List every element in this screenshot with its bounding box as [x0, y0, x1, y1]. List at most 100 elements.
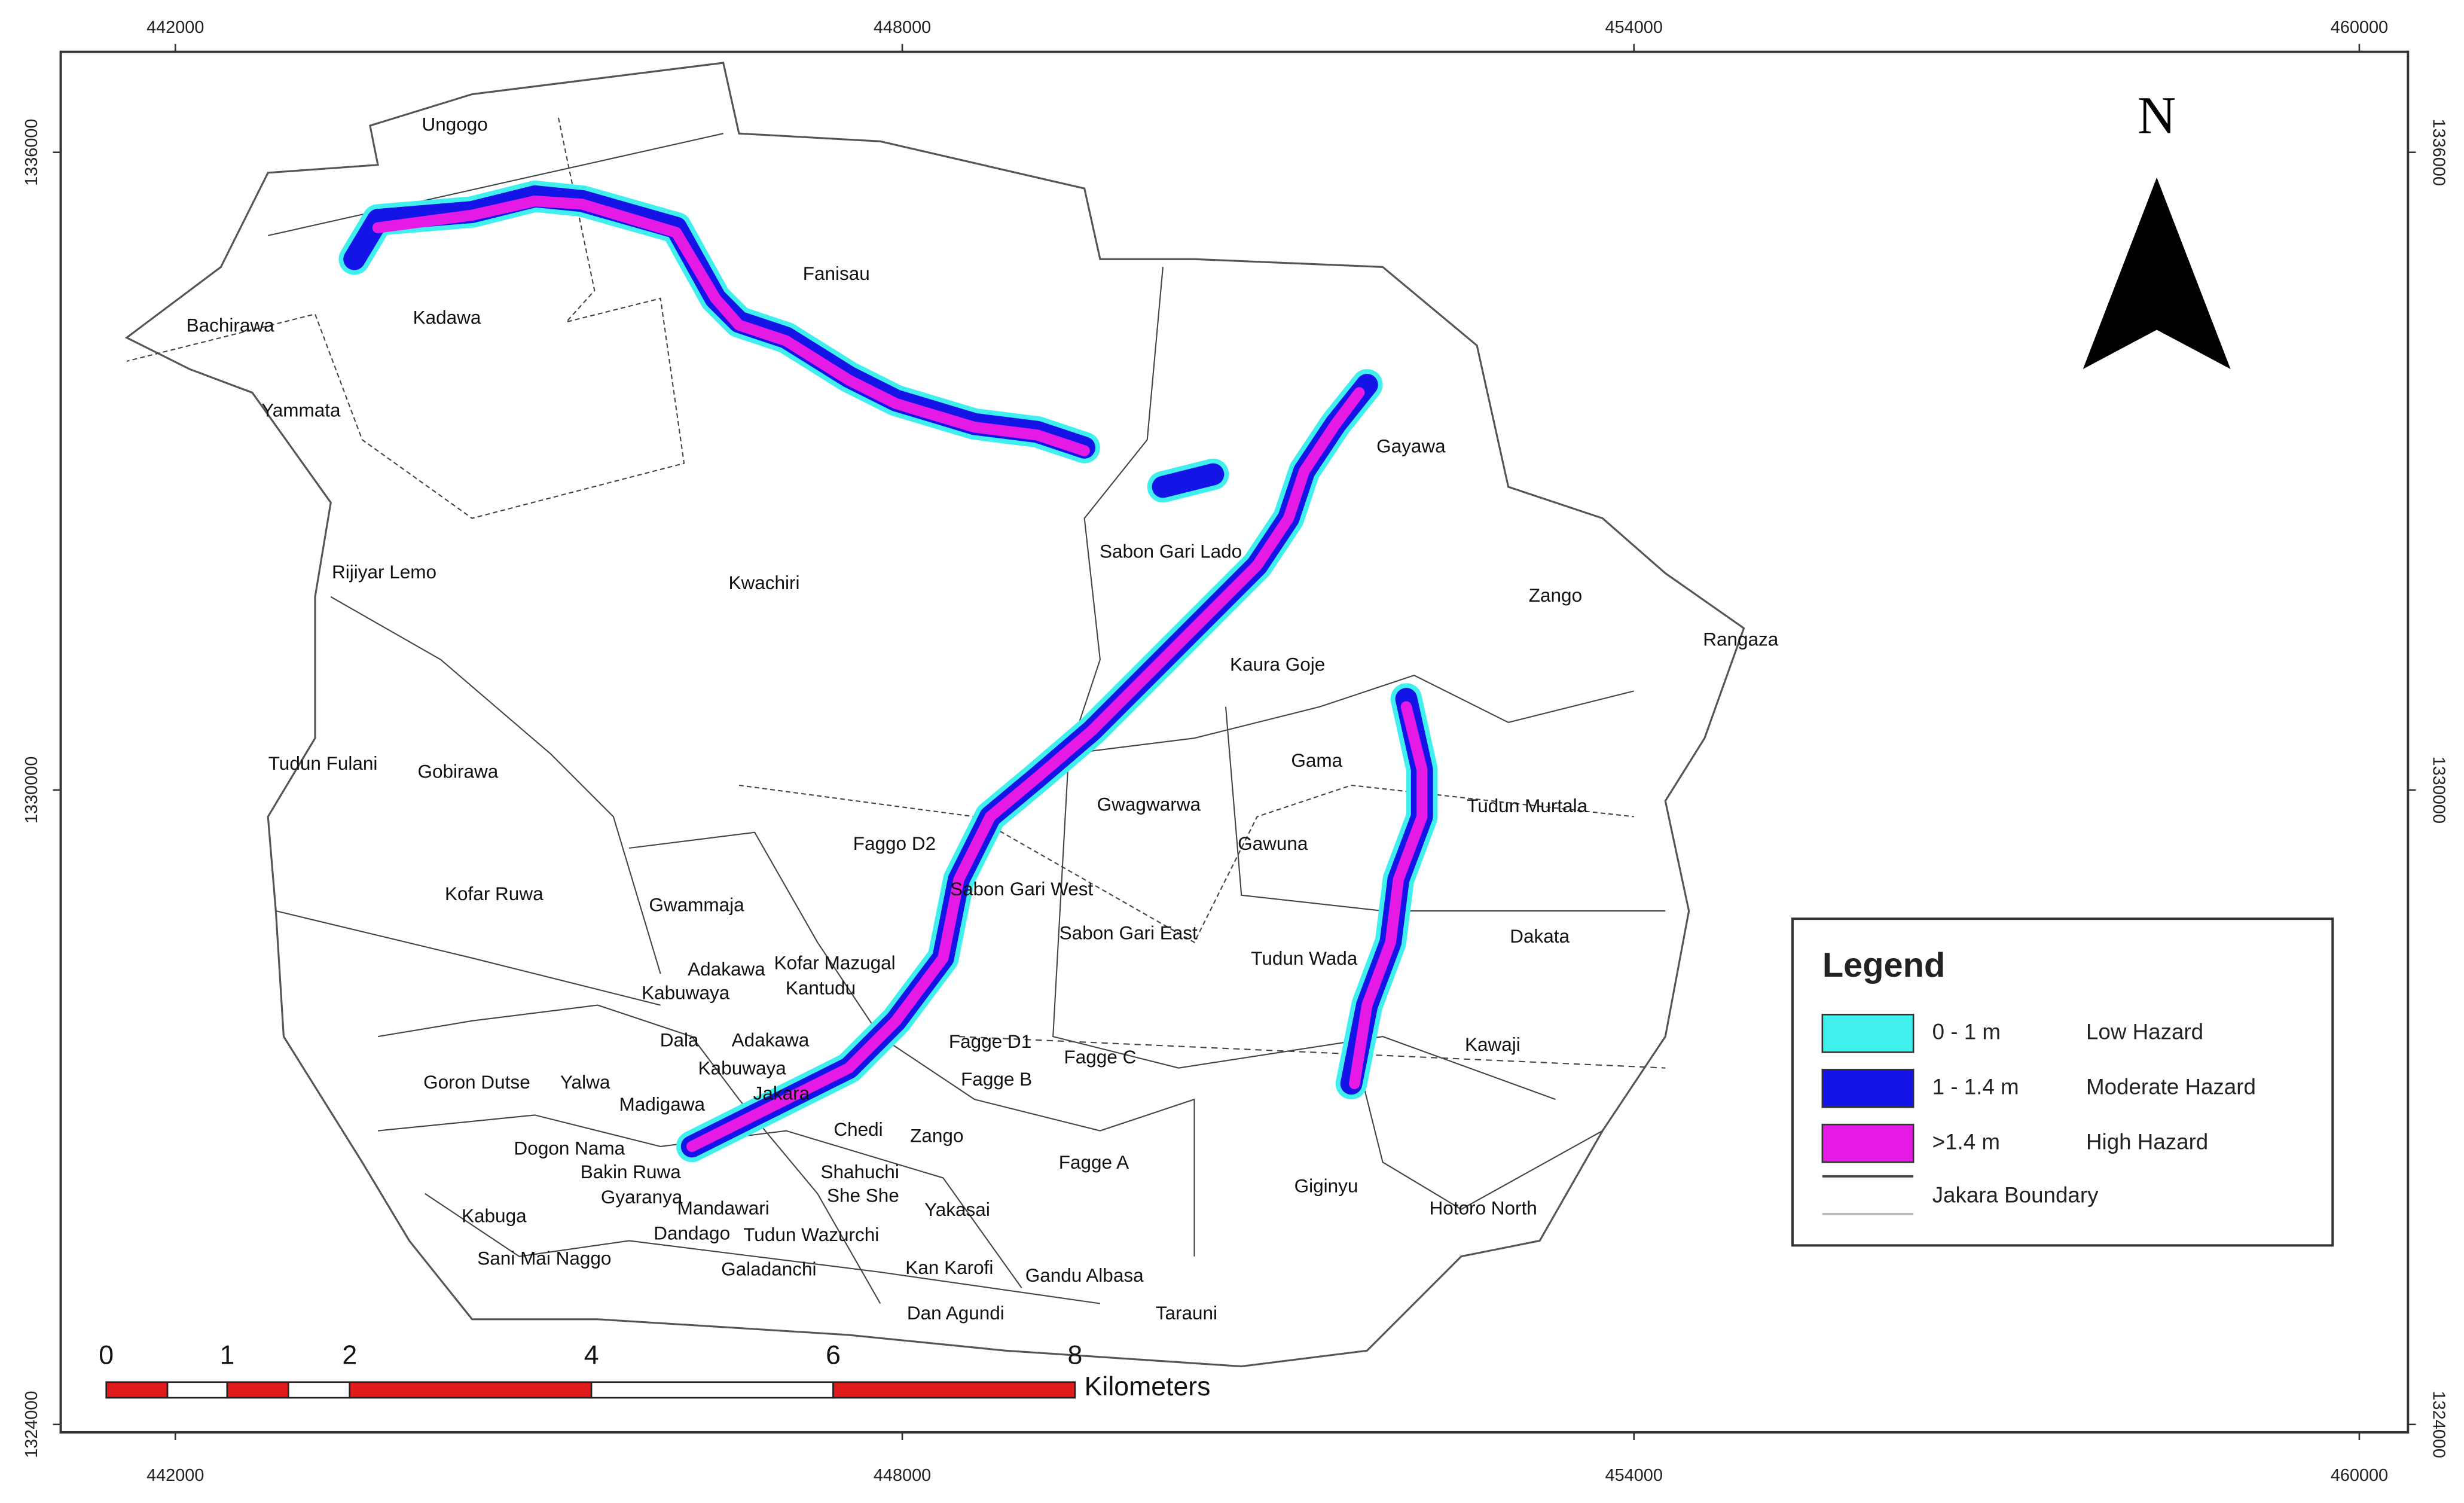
place-label: Fagge B [961, 1068, 1032, 1090]
place-label: Tarauni [1156, 1302, 1217, 1324]
legend-range: 1 - 1.4 m [1932, 1074, 2019, 1099]
place-label: Fanisau [803, 263, 870, 284]
place-label: Dan Agundi [907, 1302, 1004, 1324]
north-arrow: N [2083, 86, 2231, 370]
place-label: Dandago [654, 1222, 730, 1243]
x-coordinate-label: 448000 [874, 1466, 931, 1485]
x-coordinate-label: 442000 [146, 1466, 204, 1485]
legend-swatch [1821, 1123, 1915, 1163]
place-label: Kantudu [786, 977, 856, 999]
place-label: Mandawari [677, 1197, 770, 1218]
ward-boundaries [126, 117, 1666, 1304]
place-label: Zango [1529, 584, 1582, 606]
y-coordinate-label: 1336000 [2429, 119, 2448, 186]
place-label: Fagge A [1059, 1151, 1129, 1173]
legend: Legend 0 - 1 m Low Hazard 1 - 1.4 m Moderat… [1791, 917, 2334, 1247]
place-label: Ungogo [422, 113, 488, 135]
scale-segment [166, 1381, 228, 1399]
place-label: Yammata [261, 399, 341, 420]
x-coordinate-label: 454000 [1605, 18, 1663, 37]
flood-hazard [338, 180, 1438, 1163]
study-area-boundary [124, 62, 1745, 1368]
place-label: Kofar Ruwa [445, 883, 544, 904]
place-label: Yakasai [924, 1199, 990, 1220]
place-label: Chedi [833, 1118, 883, 1140]
place-label: Faggo D2 [853, 833, 936, 854]
y-coordinate-label: 1324000 [22, 1391, 41, 1458]
place-label: Kawaji [1465, 1033, 1520, 1055]
legend-range: 0 - 1 m [1932, 1020, 2001, 1044]
place-label: Fagge C [1064, 1046, 1137, 1068]
legend-label: High Hazard [2086, 1129, 2208, 1154]
place-label: Dogon Nama [514, 1137, 625, 1159]
place-label: Sabon Gari West [950, 878, 1094, 900]
place-label: Gandu Albasa [1025, 1264, 1144, 1286]
scale-label: 4 [584, 1341, 599, 1370]
scale-segment [832, 1381, 1076, 1399]
legend-swatch [1821, 1014, 1915, 1053]
legend-title: Legend [1822, 946, 1945, 984]
place-label: Gwammaja [649, 894, 744, 915]
y-coordinate-label: 1330000 [2429, 757, 2448, 824]
place-label: Gyaranya [601, 1186, 683, 1208]
place-label: Kaura Goje [1230, 654, 1325, 675]
place-label: Tudun Wazurchi [743, 1224, 879, 1245]
place-label: Tudun Wada [1251, 947, 1357, 969]
scale-label: 0 [99, 1341, 114, 1370]
y-coordinate-label: 1336000 [22, 119, 41, 186]
scale-label: 8 [1067, 1341, 1082, 1370]
y-coordinate-label: 1330000 [22, 757, 41, 824]
x-coordinate-label: 460000 [2331, 1466, 2388, 1485]
x-coordinate-label: 454000 [1605, 1466, 1663, 1485]
legend-label: Low Hazard [2086, 1020, 2203, 1044]
place-label: Goron Dutse [423, 1071, 530, 1093]
legend-swatch [1821, 1068, 1915, 1108]
place-label: Giginyu [1294, 1175, 1358, 1197]
legend-items: 0 - 1 m Low Hazard 1 - 1.4 m Moderate Hazar… [1932, 1020, 2256, 1154]
place-label: Hotoro North [1429, 1197, 1537, 1218]
place-label: Gobirawa [418, 760, 499, 782]
scale-segment [226, 1381, 289, 1399]
place-label: Gwagwarwa [1097, 793, 1201, 815]
coordinate-labels: 442000 442000 448000 448000 454000 454000 4600… [22, 18, 2448, 1485]
place-label: Kan Karofi [905, 1257, 993, 1278]
legend-label: Moderate Hazard [2086, 1074, 2256, 1099]
place-label: Rangaza [1703, 629, 1779, 650]
place-label: Dakata [1510, 925, 1570, 947]
place-label: Gayawa [1376, 435, 1446, 457]
legend-label: Jakara Boundary [1932, 1183, 2099, 1208]
scale-bar: Kilometers 0 1 2 4 6 8 [99, 1341, 1210, 1402]
scale-label: 2 [342, 1341, 357, 1370]
place-label: Tudun Murtala [1467, 795, 1587, 816]
place-label: Gawuna [1238, 833, 1308, 854]
scale-segment [288, 1381, 351, 1399]
scale-segment [105, 1381, 169, 1399]
place-label: Bakin Ruwa [581, 1161, 682, 1182]
legend-range: >1.4 m [1932, 1129, 2000, 1154]
scale-segment [349, 1381, 593, 1399]
place-label: Bachirawa [187, 315, 275, 336]
place-label: Sani Mai Naggo [477, 1247, 611, 1269]
place-label: She She [827, 1184, 899, 1206]
place-label: Kabuwaya [698, 1057, 787, 1079]
place-label: Kwachiri [728, 572, 799, 593]
place-label: Fagge D1 [949, 1031, 1031, 1052]
place-label: Adakawa [732, 1029, 810, 1050]
place-labels: Ungogo Fanisau Kadawa Bachirawa Yammata Gayaw… [187, 113, 1779, 1324]
place-label: Sabon Gari Lado [1100, 541, 1242, 562]
place-label: Rijiyar Lemo [332, 561, 436, 583]
place-label: Yalwa [560, 1071, 610, 1093]
place-label: Kofar Mazugal [774, 952, 896, 974]
place-label: Galadanchi [721, 1258, 816, 1280]
place-label: Kadawa [413, 306, 481, 328]
place-label: Shahuchi [820, 1161, 899, 1182]
place-label: Kabuwaya [642, 982, 730, 1004]
place-label: Madigawa [619, 1093, 705, 1115]
x-coordinate-label: 442000 [146, 18, 204, 37]
x-coordinate-label: 448000 [874, 18, 931, 37]
scale-unit: Kilometers [1085, 1372, 1211, 1401]
scale-label: 1 [220, 1341, 235, 1370]
place-label: Kabuga [462, 1205, 527, 1226]
y-coordinate-label: 1324000 [2429, 1391, 2448, 1458]
north-arrow-shape [2083, 177, 2231, 370]
